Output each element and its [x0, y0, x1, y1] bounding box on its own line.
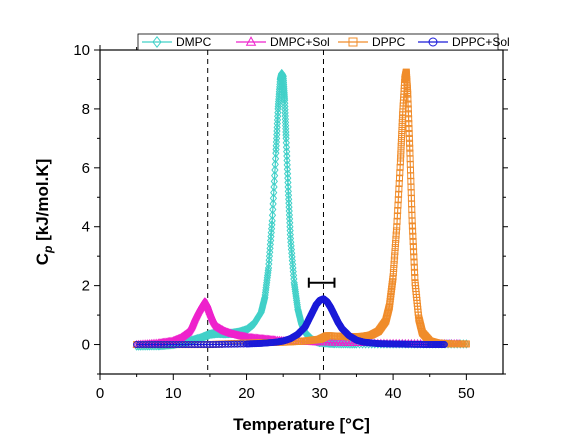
y-axis-title: Cp [kJ/mol.K] [33, 159, 55, 266]
legend-item-dmpc-sol: DMPC+Sol [236, 35, 330, 49]
legend-label: DMPC [176, 35, 212, 49]
error-bar [307, 277, 336, 288]
x-tick-label: 20 [238, 385, 255, 402]
x-axis-ticks: 0 10 20 30 40 50 [96, 45, 475, 402]
y-tick-label: 0 [82, 337, 90, 354]
series-dppc [133, 68, 470, 349]
reference-lines [207, 50, 324, 374]
legend-label: DMPC+Sol [270, 35, 330, 49]
series-line [136, 71, 467, 346]
y-tick-label: 8 [82, 101, 90, 118]
legend-box [137, 33, 499, 51]
y-tick-label: 4 [82, 219, 90, 236]
legend-item-dppc: DPPC [338, 35, 406, 49]
legend-label: DPPC+Sol [452, 35, 510, 49]
series-layer [132, 68, 470, 351]
legend-label: DPPC [372, 35, 406, 49]
data-point [245, 36, 257, 46]
x-tick-label: 50 [458, 385, 475, 402]
x-tick-label: 30 [311, 385, 328, 402]
y-axis-title-main: C [33, 253, 52, 265]
legend-item-dmpc: DMPC [142, 35, 212, 49]
y-tick-label: 10 [73, 42, 90, 59]
y-axis-title-unit: [kJ/mol.K] [33, 159, 52, 246]
x-axis-title: Temperature [°C] [233, 415, 370, 434]
data-point [152, 35, 162, 49]
x-tick-label: 0 [96, 385, 104, 402]
legend-item-dppc-sol: DPPC+Sol [418, 35, 510, 49]
y-tick-label: 6 [82, 160, 90, 177]
series-dppc-sol [133, 295, 448, 349]
x-tick-label: 40 [385, 385, 402, 402]
series-dmpc [133, 68, 470, 351]
legend: DMPC DMPC+Sol DPPC DPPC+Sol [137, 33, 510, 51]
x-tick-label: 10 [165, 385, 182, 402]
data-point [428, 37, 438, 47]
data-point [348, 37, 358, 47]
y-axis-title-subscript: p [41, 246, 55, 254]
y-axis-ticks: 0 2 4 6 8 10 [73, 42, 508, 375]
y-tick-label: 2 [82, 278, 90, 295]
series-line [136, 298, 445, 346]
